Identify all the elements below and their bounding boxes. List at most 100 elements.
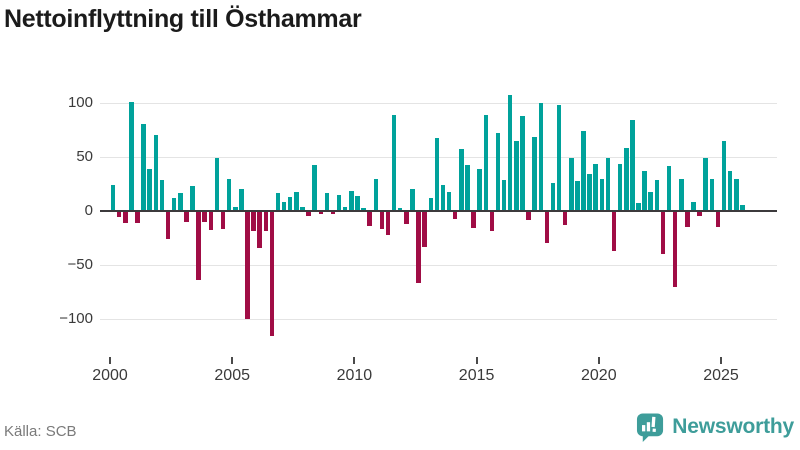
bar-2004-q3 [220, 212, 226, 230]
y-tick-label: −50 [67, 256, 93, 273]
bar-2006-q4 [275, 192, 281, 211]
bar-2020-q1 [599, 178, 605, 211]
bar-2009-q3 [342, 206, 348, 211]
bar-2008-q3 [318, 212, 324, 215]
bar-2002-q1 [159, 179, 165, 211]
bar-2003-q2 [190, 186, 195, 211]
bar-2023-q4 [691, 202, 696, 211]
bar-2014-q4 [471, 212, 476, 229]
x-tick-label-2025: 2025 [703, 367, 739, 384]
bar-2014-q3 [465, 164, 470, 211]
bar-2022-q3 [660, 212, 666, 255]
bar-2025-q1 [721, 140, 727, 211]
bar-2019-q2 [581, 131, 586, 211]
x-tick-label-2000: 2000 [92, 367, 128, 384]
y-tick-label: 50 [76, 148, 93, 165]
bar-2010-q4 [373, 178, 379, 211]
x-tick-mark-2005 [231, 357, 234, 364]
gridline-100 [100, 103, 777, 104]
bar-2016-q3 [514, 140, 519, 211]
bar-2006-q3 [269, 212, 275, 337]
gridline--50 [100, 265, 777, 266]
bar-2019-q3 [587, 174, 592, 211]
bar-2002-q3 [171, 198, 177, 211]
bar-2001-q1 [135, 212, 140, 223]
y-tick-label: 0 [84, 202, 93, 219]
bar-2021-q1 [624, 148, 629, 211]
x-tick-mark-2015 [475, 357, 478, 364]
bar-2004-q1 [208, 212, 214, 231]
bar-2024-q3 [709, 178, 715, 211]
bar-2006-q1 [257, 212, 262, 248]
bar-2013-q2 [434, 137, 440, 211]
bar-2012-q2 [410, 189, 415, 211]
bar-2003-q4 [202, 212, 207, 222]
bar-2021-q4 [642, 171, 647, 211]
bar-2009-q4 [349, 190, 354, 211]
bar-2018-q2 [556, 105, 562, 211]
bar-2008-q1 [306, 212, 311, 217]
bar-2021-q2 [630, 120, 635, 211]
bar-2004-q4 [226, 178, 232, 211]
bar-2018-q3 [562, 212, 568, 225]
bar-2020-q2 [605, 158, 611, 211]
bar-2019-q1 [575, 180, 580, 211]
bar-2003-q1 [184, 212, 189, 222]
bar-2014-q2 [459, 149, 464, 211]
bar-2001-q3 [147, 168, 152, 211]
bar-2009-q2 [336, 194, 342, 211]
bar-2015-q2 [483, 114, 489, 211]
bar-2002-q4 [178, 192, 183, 211]
bar-2007-q3 [294, 191, 299, 211]
bar-2022-q4 [666, 165, 672, 211]
bar-2008-q4 [324, 192, 330, 211]
bar-2006-q2 [263, 212, 269, 232]
bar-2015-q4 [495, 133, 501, 211]
newsworthy-bubble-chart-icon [636, 412, 665, 443]
bar-2012-q3 [416, 212, 421, 284]
bar-2003-q3 [196, 212, 201, 280]
bar-2017-q2 [532, 136, 537, 211]
bar-2011-q3 [391, 114, 397, 211]
x-tick-mark-2010 [353, 357, 356, 364]
x-tick-label-2010: 2010 [336, 367, 373, 384]
bar-2018-q4 [569, 158, 574, 211]
bar-2009-q1 [330, 212, 336, 215]
bar-2000-q1 [110, 185, 116, 211]
bar-2000-q2 [116, 212, 122, 218]
bar-2019-q4 [593, 163, 598, 211]
bar-2000-q4 [129, 101, 134, 211]
bar-2011-q4 [397, 207, 403, 211]
bar-2010-q2 [361, 207, 366, 211]
y-tick-label: −100 [59, 310, 93, 327]
bar-2020-q4 [617, 163, 623, 211]
x-tick-mark-2000 [109, 357, 111, 364]
bar-2017-q3 [538, 103, 544, 211]
bar-2013-q3 [440, 185, 446, 211]
bar-2022-q1 [648, 191, 653, 211]
bar-2012-q4 [422, 212, 427, 247]
bar-2017-q1 [526, 212, 531, 220]
x-tick-mark-2020 [597, 357, 600, 364]
zero-axis-line [100, 210, 777, 212]
bar-2007-q2 [287, 197, 293, 211]
x-tick-label-2020: 2020 [581, 367, 617, 384]
bar-2011-q2 [385, 212, 391, 235]
bar-2005-q1 [233, 206, 238, 211]
x-tick-mark-2025 [720, 357, 722, 364]
bar-2005-q3 [245, 212, 250, 319]
y-tick-label: 100 [67, 94, 93, 111]
bar-2002-q2 [165, 212, 171, 239]
bar-2005-q4 [251, 212, 256, 232]
bar-2015-q3 [489, 212, 495, 232]
bar-2010-q3 [367, 212, 372, 226]
bar-2001-q4 [153, 135, 159, 211]
bar-2016-q2 [507, 95, 513, 211]
bar-2014-q1 [452, 212, 458, 219]
bar-2004-q2 [214, 158, 220, 211]
bar-2016-q4 [520, 116, 525, 211]
bar-2024-q2 [703, 158, 708, 211]
x-tick-label-2005: 2005 [214, 367, 250, 384]
bar-2012-q1 [404, 212, 409, 224]
